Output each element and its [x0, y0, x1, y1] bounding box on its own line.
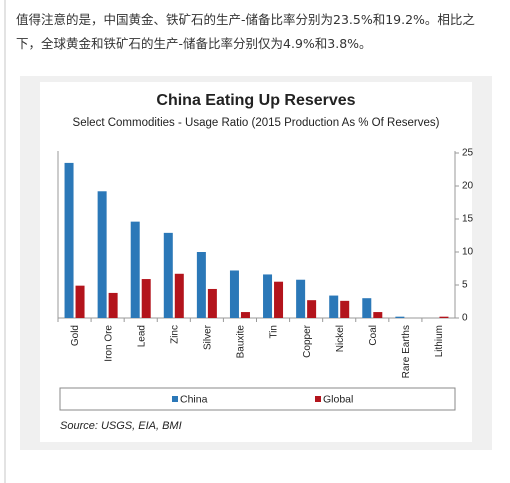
left-border [4, 0, 6, 483]
x-tick-label: Iron Ore [103, 325, 114, 362]
bar [130, 221, 140, 318]
y-tick-label: 0 [462, 313, 468, 324]
x-tick-label: Rare Earths [401, 325, 412, 378]
bar [307, 300, 317, 318]
legend-box [59, 387, 456, 411]
chart-background [40, 82, 472, 442]
bar [263, 274, 273, 318]
bar [141, 279, 151, 318]
bar [75, 285, 85, 318]
legend-label: Global [323, 393, 353, 405]
paragraph: 值得注意的是，中国黄金、铁矿石的生产-储备比率分别为23.5%和19.2%。相比… [16, 12, 475, 51]
bar [174, 273, 184, 318]
chart-subtitle: Select Commodities - Usage Ratio (2015 P… [73, 117, 440, 129]
x-tick-label: Nickel [335, 325, 346, 352]
bar [296, 279, 306, 318]
x-tick-label: Lithium [434, 325, 445, 357]
y-tick-label: 10 [462, 247, 474, 258]
x-tick-label: Zinc [169, 325, 180, 344]
source: Source: USGS, EIA, BMI [60, 420, 182, 432]
bar [163, 232, 173, 318]
bar [207, 288, 217, 318]
y-tick-label: 25 [462, 148, 474, 159]
bar [108, 292, 118, 318]
x-tick-label: Copper [302, 324, 313, 357]
legend-swatch [315, 396, 321, 402]
bar [340, 300, 350, 318]
y-tick-label: 15 [462, 214, 474, 225]
y-tick-label: 20 [462, 181, 474, 192]
x-tick-label: Lead [136, 325, 147, 347]
x-tick-label: Bauxite [236, 325, 247, 359]
legend-label: China [180, 393, 208, 405]
bar [373, 312, 383, 318]
bar [329, 295, 339, 318]
chart-title: China Eating Up Reserves [156, 92, 355, 109]
bar [240, 312, 250, 318]
bar [395, 316, 405, 318]
bar [362, 298, 372, 318]
bar [97, 191, 107, 318]
legend-swatch [172, 396, 178, 402]
bar [439, 316, 449, 318]
bar [229, 270, 239, 318]
bar [274, 281, 284, 318]
x-tick-label: Gold [70, 325, 81, 346]
x-tick-label: Tin [269, 325, 280, 339]
y-tick-label: 5 [462, 280, 468, 291]
bar [64, 162, 74, 318]
x-tick-label: Coal [368, 325, 379, 346]
x-tick-label: Silver [203, 324, 214, 350]
bar [196, 252, 206, 318]
